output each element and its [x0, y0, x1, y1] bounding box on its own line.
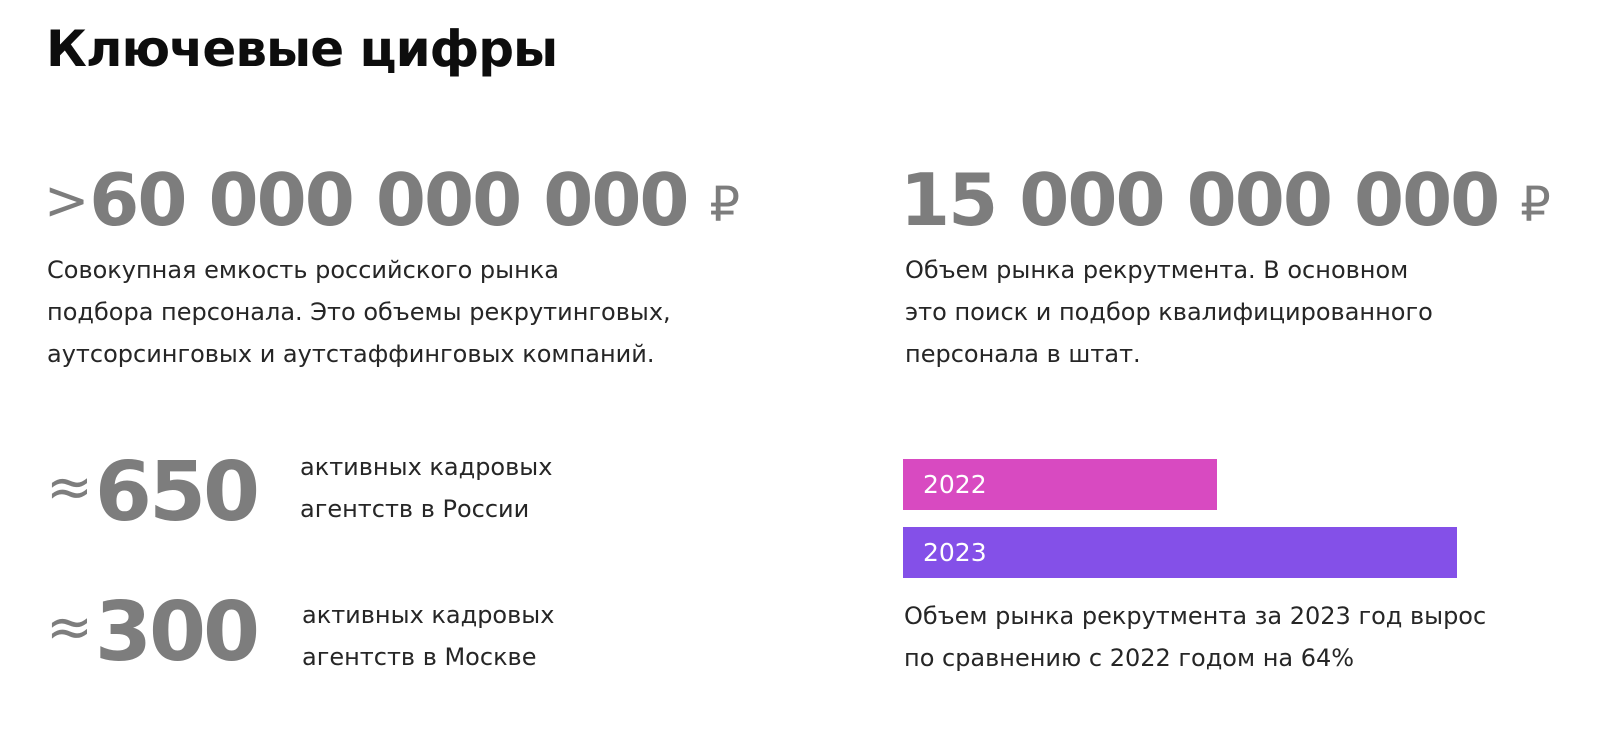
approx-symbol: ≈ [46, 595, 93, 660]
bar-label: 2023 [923, 538, 987, 567]
market-total-value: >60 000 000 000 ₽ [44, 164, 740, 236]
description-line: подбора персонала. Это объемы рекрутинго… [47, 298, 671, 326]
agencies-moscow-value: ≈300 [46, 592, 260, 674]
label-line: активных кадровых [300, 453, 553, 481]
recruitment-market-value: 15 000 000 000 ₽ [900, 164, 1551, 236]
page-title: Ключевые цифры [46, 20, 558, 78]
recruitment-market-description: Объем рынка рекрутмента. В основном это … [905, 249, 1585, 375]
market-total-description: Совокупная емкость российского рынка под… [47, 249, 827, 375]
agencies-moscow-label: активных кадровых агентств в Москве [302, 594, 554, 678]
description-line: это поиск и подбор квалифицированного [905, 298, 1433, 326]
description-line: персонала в штат. [905, 340, 1141, 368]
agencies-russia-label: активных кадровых агентств в России [300, 446, 552, 530]
description-line: аутсорсинговых и аутстаффинговых компани… [47, 340, 655, 368]
greater-than-symbol: > [44, 169, 90, 232]
description-line: Объем рынка рекрутмента. В основном [905, 256, 1409, 284]
ruble-symbol: ₽ [709, 177, 741, 233]
ruble-symbol: ₽ [1520, 177, 1551, 233]
agencies-russia-value: ≈650 [46, 452, 260, 534]
agencies-moscow-number: 300 [94, 585, 260, 680]
bar-2022: 2022 [903, 459, 1217, 510]
growth-line: Объем рынка рекрутмента за 2023 год выро… [904, 602, 1487, 630]
label-line: активных кадровых [302, 601, 555, 629]
bar-label: 2022 [923, 470, 987, 499]
market-total-number: 60 000 000 000 [89, 158, 689, 242]
label-line: агентств в Москве [302, 643, 537, 671]
description-line: Совокупная емкость российского рынка [47, 256, 560, 284]
agencies-russia-number: 650 [94, 445, 260, 540]
bar-2023: 2023 [903, 527, 1457, 578]
growth-line: по сравнению с 2022 годом на 64% [904, 644, 1355, 672]
recruitment-market-number: 15 000 000 000 [900, 158, 1500, 242]
label-line: агентств в России [300, 495, 530, 523]
approx-symbol: ≈ [46, 455, 93, 520]
growth-description: Объем рынка рекрутмента за 2023 год выро… [904, 595, 1584, 679]
